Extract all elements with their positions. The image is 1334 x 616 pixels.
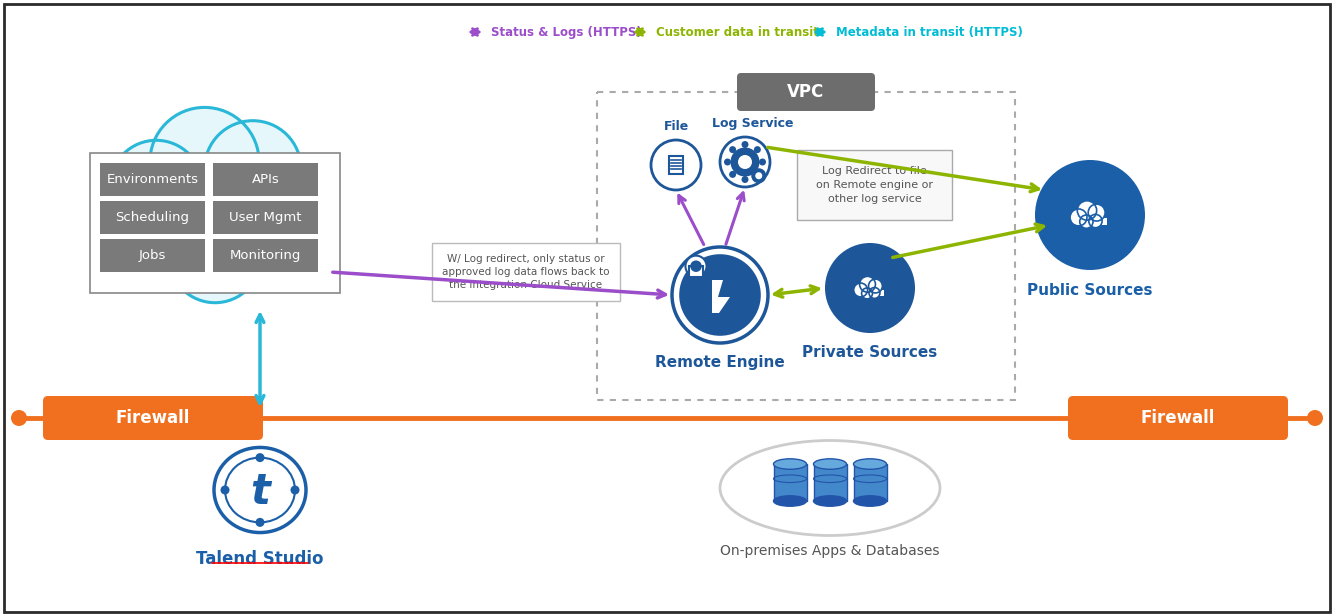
Circle shape [686, 256, 707, 277]
Circle shape [751, 168, 766, 183]
Circle shape [1089, 214, 1102, 228]
Text: VPC: VPC [787, 83, 824, 101]
Circle shape [251, 159, 327, 235]
Ellipse shape [720, 440, 940, 535]
Circle shape [131, 208, 215, 291]
Circle shape [97, 189, 173, 264]
Circle shape [215, 208, 299, 291]
FancyBboxPatch shape [736, 73, 875, 111]
Circle shape [651, 140, 700, 190]
Circle shape [742, 176, 748, 183]
Text: Firewall: Firewall [116, 409, 191, 427]
Circle shape [204, 121, 301, 217]
Circle shape [754, 146, 760, 153]
Ellipse shape [774, 459, 807, 469]
Circle shape [868, 279, 882, 293]
FancyBboxPatch shape [1069, 396, 1289, 440]
Text: Status & Logs (HTTPS): Status & Logs (HTTPS) [491, 25, 642, 39]
Circle shape [730, 171, 736, 178]
FancyBboxPatch shape [100, 163, 205, 196]
FancyBboxPatch shape [100, 201, 205, 234]
Circle shape [256, 518, 264, 527]
Circle shape [824, 243, 915, 333]
Circle shape [679, 254, 760, 336]
Text: User Mgmt: User Mgmt [229, 211, 301, 224]
Circle shape [1070, 209, 1087, 226]
FancyBboxPatch shape [774, 464, 807, 501]
FancyBboxPatch shape [1074, 218, 1107, 225]
Text: Metadata in transit (HTTPS): Metadata in transit (HTTPS) [836, 25, 1023, 39]
Circle shape [220, 485, 229, 495]
Circle shape [1079, 215, 1093, 229]
Circle shape [742, 141, 748, 148]
FancyBboxPatch shape [100, 239, 205, 272]
FancyBboxPatch shape [856, 291, 883, 296]
Circle shape [755, 172, 762, 179]
Text: Firewall: Firewall [1141, 409, 1215, 427]
FancyBboxPatch shape [43, 396, 263, 440]
Circle shape [731, 147, 759, 177]
Circle shape [109, 140, 203, 233]
Circle shape [859, 277, 875, 292]
Circle shape [724, 158, 731, 166]
Text: Customer data in transit: Customer data in transit [656, 25, 819, 39]
Text: W/ Log redirect, only status or
approved log data flows back to
the Integration : W/ Log redirect, only status or approved… [443, 254, 610, 290]
Circle shape [256, 453, 264, 462]
Ellipse shape [213, 447, 305, 533]
FancyBboxPatch shape [89, 153, 340, 293]
FancyBboxPatch shape [814, 464, 847, 501]
Ellipse shape [774, 496, 807, 506]
Ellipse shape [854, 496, 887, 506]
Text: Log Redirect to file
on Remote engine or
other log service: Log Redirect to file on Remote engine or… [816, 166, 932, 204]
Polygon shape [712, 280, 730, 313]
Text: Public Sources: Public Sources [1027, 283, 1153, 298]
Text: APIs: APIs [252, 173, 279, 186]
Circle shape [169, 210, 261, 302]
Text: On-premises Apps & Databases: On-premises Apps & Databases [720, 544, 939, 558]
Text: Monitoring: Monitoring [229, 249, 301, 262]
Circle shape [868, 288, 880, 298]
FancyBboxPatch shape [432, 243, 620, 301]
Circle shape [11, 410, 27, 426]
Circle shape [149, 107, 259, 217]
Ellipse shape [814, 496, 847, 506]
Circle shape [854, 283, 867, 297]
Circle shape [1035, 160, 1145, 270]
Circle shape [738, 155, 752, 169]
Circle shape [730, 146, 736, 153]
Circle shape [1307, 410, 1323, 426]
Circle shape [1078, 201, 1097, 220]
Text: Remote Engine: Remote Engine [655, 355, 784, 370]
Text: t: t [249, 471, 269, 513]
FancyBboxPatch shape [854, 464, 887, 501]
FancyBboxPatch shape [105, 222, 324, 265]
Circle shape [759, 158, 766, 166]
FancyBboxPatch shape [213, 163, 317, 196]
Text: Jobs: Jobs [139, 249, 167, 262]
Circle shape [690, 261, 702, 272]
FancyBboxPatch shape [213, 239, 317, 272]
Circle shape [720, 137, 770, 187]
Text: Scheduling: Scheduling [116, 211, 189, 224]
Circle shape [291, 485, 300, 495]
Text: Private Sources: Private Sources [802, 345, 938, 360]
Text: Log Service: Log Service [712, 117, 794, 130]
FancyBboxPatch shape [213, 201, 317, 234]
Text: Talend Studio: Talend Studio [196, 550, 324, 568]
FancyBboxPatch shape [670, 156, 683, 174]
FancyBboxPatch shape [688, 266, 703, 277]
FancyBboxPatch shape [796, 150, 952, 220]
Ellipse shape [814, 459, 847, 469]
Circle shape [672, 247, 768, 343]
Circle shape [862, 288, 872, 299]
Circle shape [1089, 204, 1105, 221]
Ellipse shape [854, 459, 887, 469]
Text: Environments: Environments [107, 173, 199, 186]
Circle shape [754, 171, 760, 178]
Circle shape [261, 193, 328, 261]
Text: File: File [663, 120, 688, 133]
Ellipse shape [225, 458, 295, 522]
